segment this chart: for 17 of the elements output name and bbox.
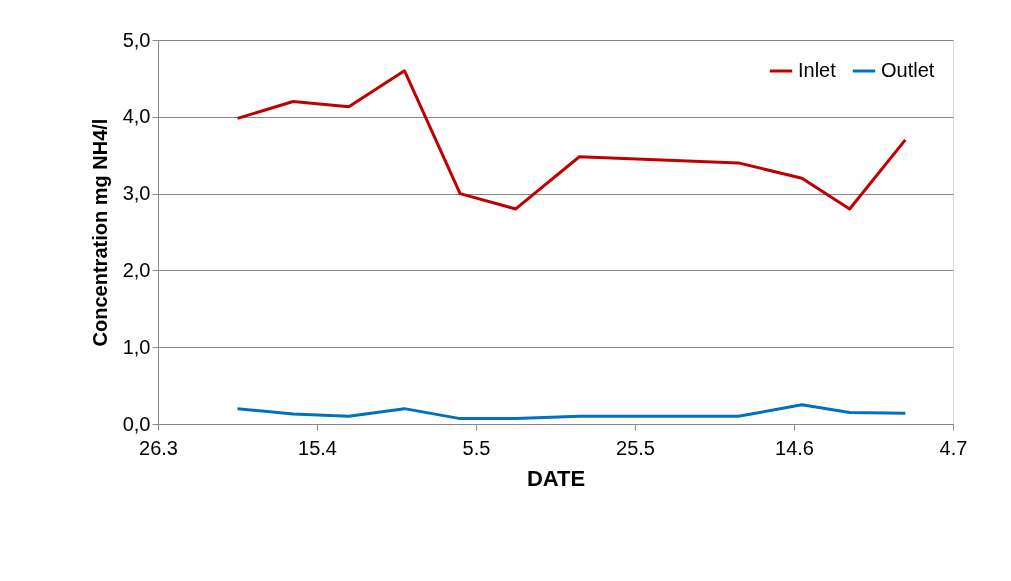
y-axis-title: Concentration mg NH4/l <box>88 118 111 347</box>
x-tick-label: 26.3 <box>139 436 178 459</box>
legend-label: Outlet <box>881 59 935 81</box>
x-axis-title: DATE <box>526 465 586 491</box>
y-tick-label: 2,0 <box>122 258 151 281</box>
y-tick-label: 0,0 <box>122 412 151 435</box>
x-tick-label: 15.4 <box>298 436 337 459</box>
legend-label: Inlet <box>798 59 837 81</box>
x-tick-label: 14.6 <box>775 436 814 459</box>
y-tick-label: 5,0 <box>122 28 151 51</box>
x-tick-label: 4.7 <box>939 436 968 459</box>
x-tick-label: 5.5 <box>462 436 491 459</box>
y-tick-label: 4,0 <box>122 105 151 128</box>
line-series <box>236 403 907 421</box>
y-tick-label: 1,0 <box>122 335 151 358</box>
y-tick-label: 3,0 <box>122 182 151 205</box>
x-tick-label: 25.5 <box>616 436 655 459</box>
